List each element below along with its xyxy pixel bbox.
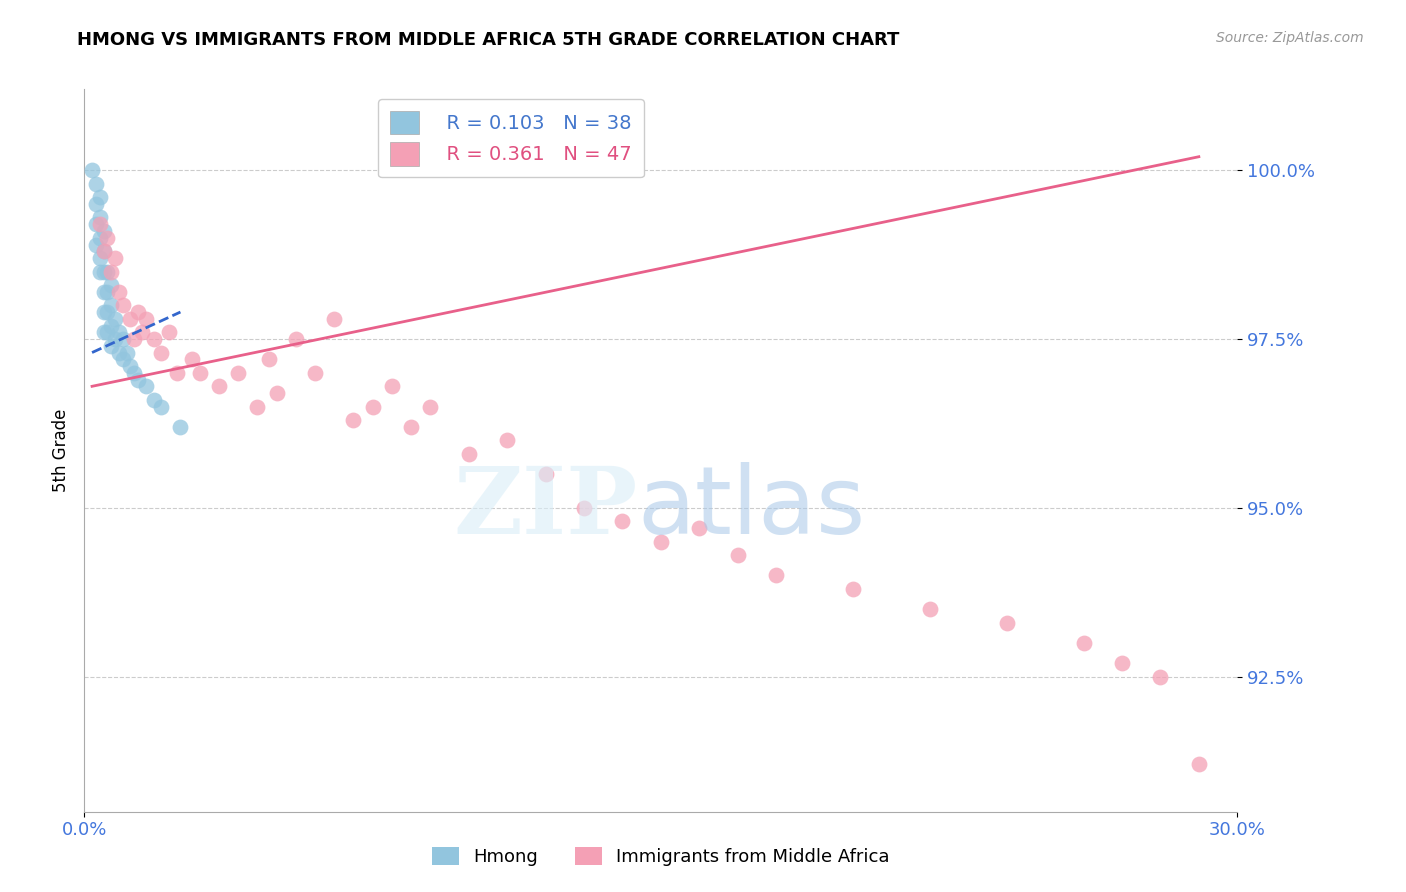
Point bbox=[419, 400, 441, 414]
Point bbox=[84, 217, 107, 231]
Point bbox=[842, 582, 865, 596]
Point bbox=[135, 379, 157, 393]
Point bbox=[127, 305, 149, 319]
Point bbox=[104, 311, 127, 326]
Point bbox=[100, 318, 122, 333]
Point bbox=[89, 264, 111, 278]
Point bbox=[96, 326, 118, 340]
Point bbox=[111, 352, 134, 367]
Point bbox=[120, 359, 142, 373]
Point bbox=[304, 366, 326, 380]
Point bbox=[1188, 757, 1211, 772]
Point bbox=[120, 311, 142, 326]
Point bbox=[342, 413, 364, 427]
Point bbox=[100, 264, 122, 278]
Point bbox=[108, 285, 131, 299]
Point bbox=[688, 521, 710, 535]
Point bbox=[323, 311, 346, 326]
Point bbox=[89, 231, 111, 245]
Point bbox=[361, 400, 384, 414]
Point bbox=[89, 190, 111, 204]
Point bbox=[142, 392, 165, 407]
Point bbox=[93, 285, 115, 299]
Point bbox=[1073, 636, 1095, 650]
Point bbox=[1111, 656, 1133, 670]
Point bbox=[100, 298, 122, 312]
Text: HMONG VS IMMIGRANTS FROM MIDDLE AFRICA 5TH GRADE CORRELATION CHART: HMONG VS IMMIGRANTS FROM MIDDLE AFRICA 5… bbox=[77, 31, 900, 49]
Point bbox=[93, 305, 115, 319]
Point bbox=[135, 311, 157, 326]
Point bbox=[100, 339, 122, 353]
Text: atlas: atlas bbox=[638, 462, 866, 554]
Point bbox=[89, 251, 111, 265]
Point bbox=[150, 345, 173, 359]
Point bbox=[108, 326, 131, 340]
Point bbox=[93, 244, 115, 259]
Point bbox=[257, 352, 280, 367]
Point bbox=[169, 420, 191, 434]
Y-axis label: 5th Grade: 5th Grade bbox=[52, 409, 70, 492]
Point bbox=[208, 379, 231, 393]
Text: ZIP: ZIP bbox=[454, 463, 638, 553]
Point bbox=[96, 264, 118, 278]
Point bbox=[84, 177, 107, 191]
Point bbox=[727, 548, 749, 562]
Point bbox=[124, 366, 146, 380]
Point bbox=[93, 224, 115, 238]
Point bbox=[266, 386, 288, 401]
Point bbox=[995, 615, 1018, 630]
Point bbox=[188, 366, 211, 380]
Point bbox=[111, 332, 134, 346]
Point bbox=[104, 332, 127, 346]
Point bbox=[496, 434, 519, 448]
Point bbox=[181, 352, 204, 367]
Point bbox=[93, 326, 115, 340]
Point bbox=[399, 420, 422, 434]
Point bbox=[93, 244, 115, 259]
Point bbox=[100, 278, 122, 293]
Point bbox=[284, 332, 307, 346]
Point bbox=[89, 211, 111, 225]
Point bbox=[93, 264, 115, 278]
Point bbox=[89, 217, 111, 231]
Point bbox=[572, 500, 595, 515]
Point bbox=[246, 400, 269, 414]
Point bbox=[381, 379, 404, 393]
Point bbox=[765, 568, 787, 582]
Point bbox=[108, 345, 131, 359]
Point bbox=[157, 326, 180, 340]
Point bbox=[111, 298, 134, 312]
Point bbox=[104, 251, 127, 265]
Point bbox=[534, 467, 557, 481]
Point bbox=[142, 332, 165, 346]
Point bbox=[84, 237, 107, 252]
Point bbox=[612, 514, 634, 528]
Point bbox=[650, 534, 672, 549]
Point bbox=[166, 366, 188, 380]
Point bbox=[80, 163, 103, 178]
Point bbox=[1149, 670, 1171, 684]
Point bbox=[226, 366, 249, 380]
Point bbox=[124, 332, 146, 346]
Point bbox=[127, 373, 149, 387]
Point bbox=[96, 285, 118, 299]
Legend:   R = 0.103   N = 38,   R = 0.361   N = 47: R = 0.103 N = 38, R = 0.361 N = 47 bbox=[378, 99, 644, 178]
Point bbox=[457, 447, 479, 461]
Point bbox=[150, 400, 173, 414]
Point bbox=[918, 602, 941, 616]
Point bbox=[131, 326, 153, 340]
Text: Source: ZipAtlas.com: Source: ZipAtlas.com bbox=[1216, 31, 1364, 45]
Point bbox=[96, 305, 118, 319]
Point bbox=[115, 345, 138, 359]
Point bbox=[96, 231, 118, 245]
Point bbox=[84, 197, 107, 211]
